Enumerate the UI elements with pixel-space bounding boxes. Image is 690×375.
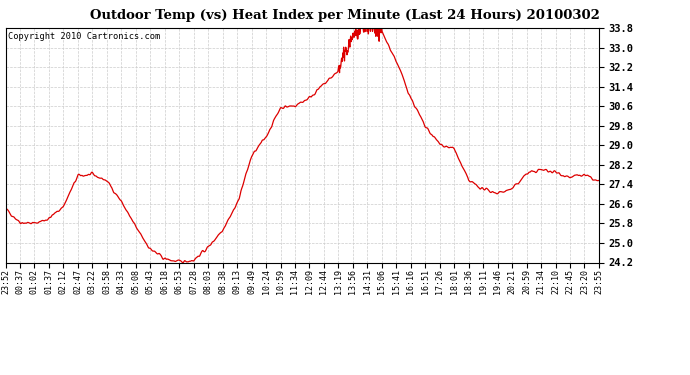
Text: Outdoor Temp (vs) Heat Index per Minute (Last 24 Hours) 20100302: Outdoor Temp (vs) Heat Index per Minute … — [90, 9, 600, 22]
Text: Copyright 2010 Cartronics.com: Copyright 2010 Cartronics.com — [8, 32, 161, 40]
